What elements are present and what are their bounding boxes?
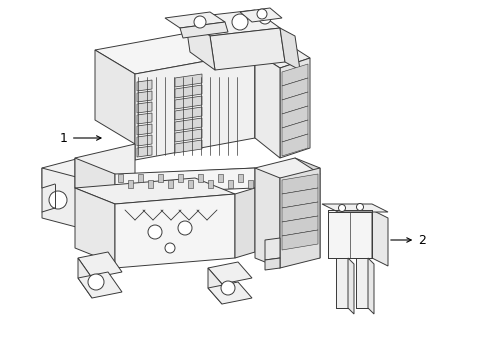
Polygon shape bbox=[137, 135, 152, 146]
Polygon shape bbox=[254, 42, 309, 68]
Polygon shape bbox=[264, 258, 280, 270]
Polygon shape bbox=[282, 64, 307, 86]
Text: 2: 2 bbox=[390, 234, 425, 247]
Polygon shape bbox=[335, 258, 347, 308]
Polygon shape bbox=[178, 174, 183, 182]
Polygon shape bbox=[327, 210, 371, 258]
Polygon shape bbox=[347, 258, 353, 314]
Polygon shape bbox=[175, 129, 202, 142]
Polygon shape bbox=[207, 180, 213, 188]
Circle shape bbox=[88, 274, 104, 290]
Polygon shape bbox=[282, 216, 317, 236]
Polygon shape bbox=[207, 282, 251, 304]
Polygon shape bbox=[247, 180, 252, 188]
Polygon shape bbox=[282, 174, 317, 194]
Polygon shape bbox=[95, 50, 135, 144]
Circle shape bbox=[338, 204, 345, 212]
Circle shape bbox=[148, 225, 162, 239]
Polygon shape bbox=[115, 168, 254, 194]
Polygon shape bbox=[294, 158, 319, 258]
Polygon shape bbox=[238, 174, 243, 182]
Polygon shape bbox=[175, 74, 202, 87]
Polygon shape bbox=[78, 272, 122, 298]
Polygon shape bbox=[78, 252, 122, 278]
Polygon shape bbox=[282, 188, 317, 208]
Polygon shape bbox=[184, 18, 215, 70]
Polygon shape bbox=[355, 258, 367, 308]
Polygon shape bbox=[137, 146, 152, 157]
Polygon shape bbox=[254, 52, 280, 158]
Polygon shape bbox=[137, 113, 152, 124]
Polygon shape bbox=[282, 92, 307, 114]
Polygon shape bbox=[198, 174, 203, 182]
Polygon shape bbox=[371, 210, 387, 266]
Polygon shape bbox=[209, 28, 285, 70]
Polygon shape bbox=[282, 230, 317, 250]
Circle shape bbox=[194, 16, 205, 28]
Polygon shape bbox=[321, 204, 387, 212]
Polygon shape bbox=[175, 96, 202, 109]
Polygon shape bbox=[254, 158, 319, 184]
Polygon shape bbox=[95, 28, 254, 74]
Circle shape bbox=[356, 203, 363, 211]
Polygon shape bbox=[235, 188, 254, 258]
Polygon shape bbox=[164, 12, 224, 28]
Polygon shape bbox=[175, 118, 202, 131]
Polygon shape bbox=[137, 124, 152, 135]
Polygon shape bbox=[137, 80, 152, 91]
Polygon shape bbox=[75, 168, 254, 188]
Polygon shape bbox=[282, 106, 307, 128]
Polygon shape bbox=[137, 91, 152, 102]
Circle shape bbox=[257, 9, 266, 19]
Polygon shape bbox=[184, 10, 280, 36]
Polygon shape bbox=[158, 174, 163, 182]
Polygon shape bbox=[78, 258, 92, 298]
Polygon shape bbox=[280, 58, 309, 158]
Polygon shape bbox=[148, 180, 153, 188]
Polygon shape bbox=[282, 78, 307, 100]
Polygon shape bbox=[128, 180, 133, 188]
Polygon shape bbox=[280, 28, 299, 70]
Polygon shape bbox=[115, 194, 235, 268]
Polygon shape bbox=[187, 180, 193, 188]
Polygon shape bbox=[168, 180, 173, 188]
Polygon shape bbox=[218, 174, 223, 182]
Polygon shape bbox=[175, 85, 202, 98]
Circle shape bbox=[259, 12, 270, 24]
Polygon shape bbox=[138, 174, 142, 182]
Polygon shape bbox=[175, 140, 202, 153]
Polygon shape bbox=[254, 52, 285, 148]
Polygon shape bbox=[280, 168, 319, 268]
Polygon shape bbox=[118, 174, 123, 182]
Polygon shape bbox=[75, 188, 115, 264]
Polygon shape bbox=[227, 180, 232, 188]
Polygon shape bbox=[282, 120, 307, 142]
Circle shape bbox=[49, 191, 67, 209]
Polygon shape bbox=[264, 238, 280, 260]
Polygon shape bbox=[75, 144, 135, 188]
Polygon shape bbox=[137, 102, 152, 113]
Circle shape bbox=[164, 243, 175, 253]
Polygon shape bbox=[207, 262, 251, 284]
Polygon shape bbox=[75, 158, 115, 204]
Polygon shape bbox=[42, 168, 80, 228]
Circle shape bbox=[178, 221, 192, 235]
Polygon shape bbox=[42, 158, 80, 188]
Polygon shape bbox=[207, 268, 222, 304]
Polygon shape bbox=[175, 107, 202, 120]
Circle shape bbox=[221, 281, 235, 295]
Circle shape bbox=[231, 14, 247, 30]
Polygon shape bbox=[282, 134, 307, 156]
Polygon shape bbox=[367, 258, 373, 314]
Polygon shape bbox=[240, 8, 282, 22]
Polygon shape bbox=[180, 22, 227, 38]
Polygon shape bbox=[282, 202, 317, 222]
Text: 1: 1 bbox=[60, 131, 101, 144]
Polygon shape bbox=[135, 52, 254, 160]
Polygon shape bbox=[75, 178, 235, 204]
Polygon shape bbox=[254, 168, 280, 268]
